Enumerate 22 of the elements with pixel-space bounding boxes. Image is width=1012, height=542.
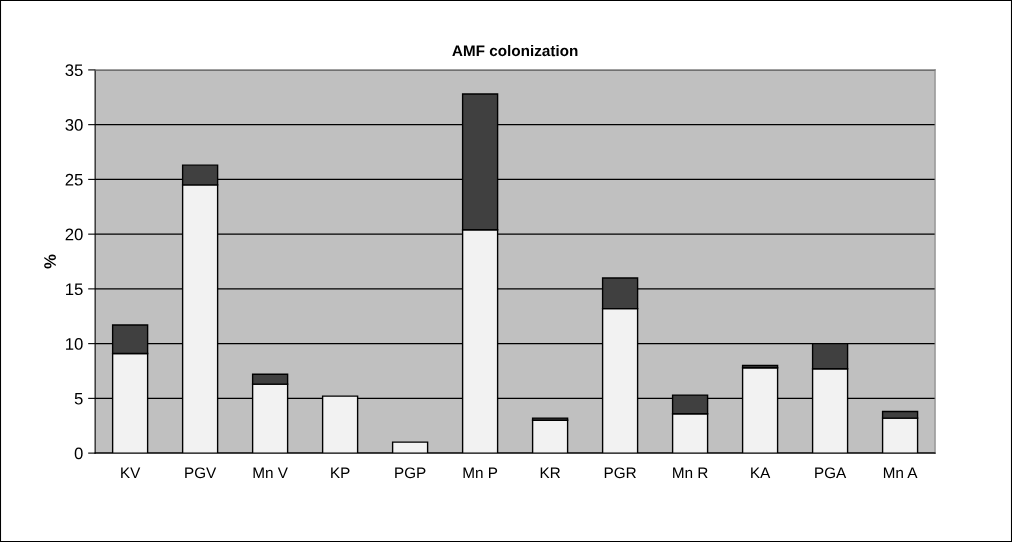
- x-tick-label: Mn R: [673, 467, 708, 479]
- y-tick-label: 25: [65, 173, 83, 186]
- y-tick-label: 10: [66, 338, 83, 350]
- x-tick-label: KA: [751, 467, 771, 479]
- x-tick-label: KP: [331, 467, 350, 479]
- y-tick-label: 20: [65, 228, 83, 241]
- x-tick-label: PGA: [815, 467, 847, 479]
- x-tick-label: Mn A: [883, 467, 918, 479]
- y-tick-label: 15: [66, 283, 83, 296]
- y-tick-label: 5: [74, 392, 83, 405]
- x-tick-label: KV: [121, 467, 141, 479]
- y-tick-label: 0: [74, 447, 83, 460]
- x-tick-label: KR: [540, 467, 561, 479]
- y-tick-label: 30: [65, 119, 83, 131]
- y-axis-title: %: [44, 254, 56, 269]
- x-tick-label: PGV: [185, 467, 217, 479]
- x-tick-label: PGP: [395, 467, 426, 479]
- y-tick-label: 35: [65, 64, 83, 77]
- x-tick-label: Mn P: [463, 467, 498, 479]
- x-tick-label: Mn V: [253, 467, 288, 479]
- chart-title: AMF colonization: [452, 44, 578, 57]
- x-tick-label: PGR: [604, 467, 636, 479]
